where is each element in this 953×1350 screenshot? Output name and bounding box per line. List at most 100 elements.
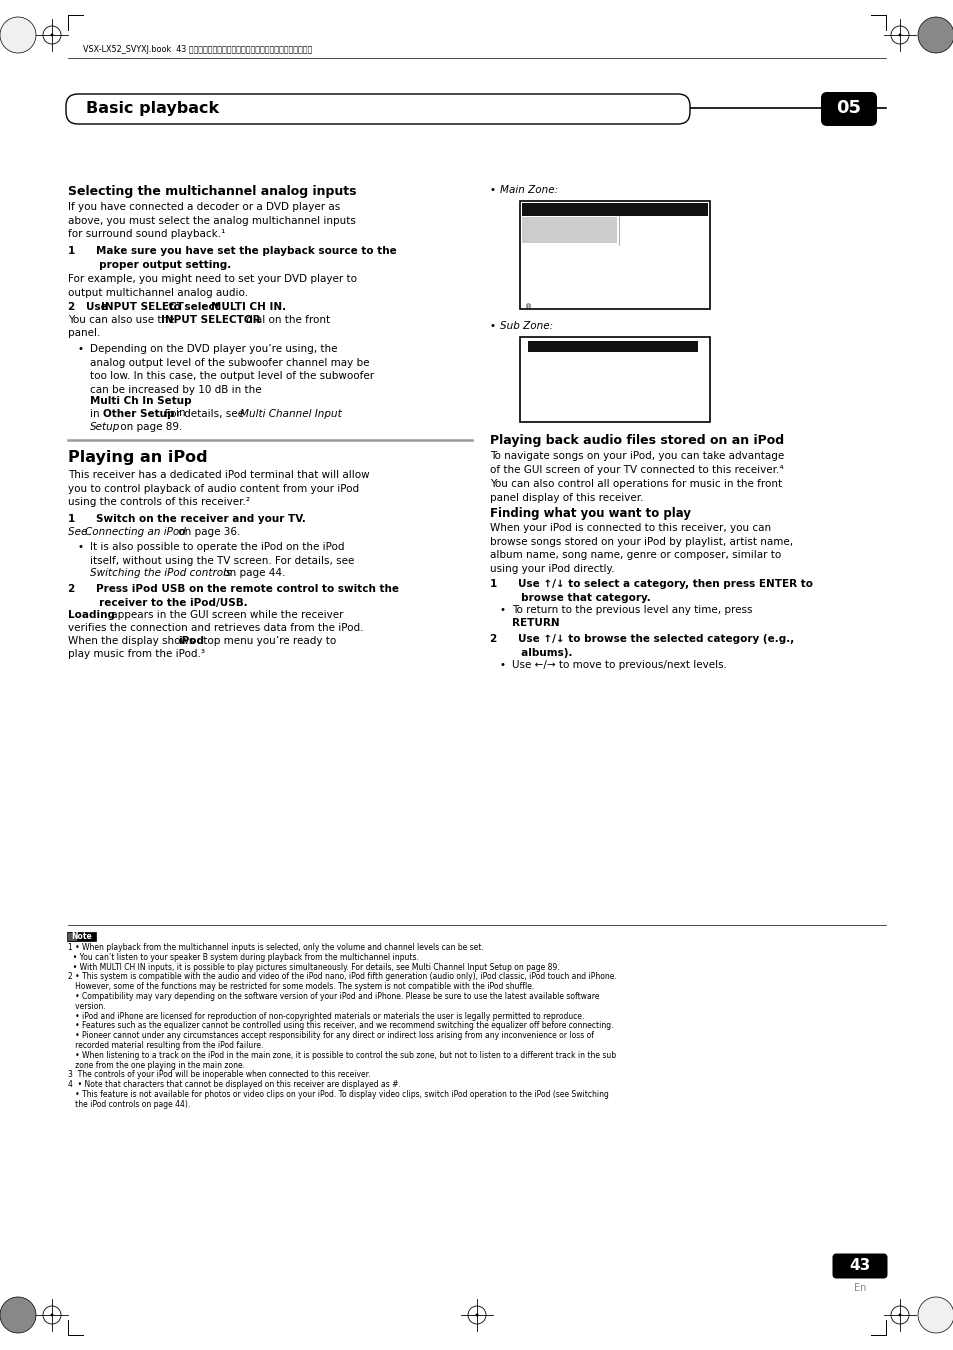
Text: When the display shows: When the display shows bbox=[68, 636, 197, 647]
Text: 4  • Note that characters that cannot be displayed on this receiver are displaye: 4 • Note that characters that cannot be … bbox=[68, 1080, 400, 1089]
Circle shape bbox=[0, 18, 36, 53]
Text: version.: version. bbox=[68, 1002, 106, 1011]
Text: 2: 2 bbox=[68, 302, 96, 312]
Text: • iPod and iPhone are licensed for reproduction of non-copyrighted materials or : • iPod and iPhone are licensed for repro… bbox=[68, 1011, 584, 1021]
Text: To navigate songs on your iPod, you can take advantage
of the GUI screen of your: To navigate songs on your iPod, you can … bbox=[490, 451, 783, 475]
Text: Multi Channel Input: Multi Channel Input bbox=[240, 409, 341, 418]
Text: • Pioneer cannot under any circumstances accept responsibility for any direct or: • Pioneer cannot under any circumstances… bbox=[68, 1031, 594, 1041]
Text: . For details, see: . For details, see bbox=[158, 409, 247, 418]
Text: 1  Make sure you have set the playback source to the
   proper output setting.: 1 Make sure you have set the playback so… bbox=[68, 246, 396, 270]
FancyBboxPatch shape bbox=[832, 1254, 886, 1278]
Text: on page 36.: on page 36. bbox=[174, 526, 240, 537]
Text: zone from the one playing in the main zone.: zone from the one playing in the main zo… bbox=[68, 1061, 245, 1069]
Text: •: • bbox=[499, 660, 505, 670]
Text: Multi Ch In Setup: Multi Ch In Setup bbox=[90, 396, 192, 406]
Text: Sub Zone:: Sub Zone: bbox=[499, 321, 553, 331]
Text: If you have connected a decoder or a DVD player as
above, you must select the an: If you have connected a decoder or a DVD… bbox=[68, 202, 355, 239]
Text: 43: 43 bbox=[848, 1258, 870, 1273]
Text: in: in bbox=[175, 396, 189, 417]
Text: You can also control all operations for music in the front
panel display of this: You can also control all operations for … bbox=[490, 479, 781, 502]
Bar bbox=[527, 342, 698, 352]
Text: It is also possible to operate the iPod on the iPod
itself, without using the TV: It is also possible to operate the iPod … bbox=[90, 541, 354, 566]
Text: appears in the GUI screen while the receiver: appears in the GUI screen while the rece… bbox=[108, 610, 343, 620]
Text: on page 44.: on page 44. bbox=[220, 568, 285, 578]
Text: •: • bbox=[78, 541, 84, 552]
Text: 1  Use ↑/↓ to select a category, then press ENTER to
   browse that category.: 1 Use ↑/↓ to select a category, then pre… bbox=[490, 579, 812, 602]
Text: 1 • When playback from the multichannel inputs is selected, only the volume and : 1 • When playback from the multichannel … bbox=[68, 944, 483, 952]
Text: RETURN: RETURN bbox=[512, 618, 559, 628]
Text: •: • bbox=[78, 344, 84, 354]
Circle shape bbox=[898, 1314, 901, 1316]
Bar bbox=[519, 201, 709, 309]
Text: •: • bbox=[490, 321, 502, 331]
Text: Switching the iPod controls: Switching the iPod controls bbox=[90, 568, 232, 578]
Text: Selecting the multichannel analog inputs: Selecting the multichannel analog inputs bbox=[68, 185, 356, 198]
Text: Finding what you want to play: Finding what you want to play bbox=[490, 508, 690, 520]
Text: En: En bbox=[853, 1282, 865, 1293]
Bar bbox=[68, 931, 96, 941]
Text: When your iPod is connected to this receiver, you can
browse songs stored on you: When your iPod is connected to this rece… bbox=[490, 522, 792, 574]
Circle shape bbox=[475, 1314, 478, 1316]
Text: • Features such as the equalizer cannot be controlled using this receiver, and w: • Features such as the equalizer cannot … bbox=[68, 1022, 613, 1030]
Text: recorded material resulting from the iPod failure.: recorded material resulting from the iPo… bbox=[68, 1041, 263, 1050]
Text: •: • bbox=[490, 185, 502, 194]
Circle shape bbox=[917, 1297, 953, 1332]
Text: Loading: Loading bbox=[68, 610, 115, 620]
Text: Playing back audio files stored on an iPod: Playing back audio files stored on an iP… bbox=[490, 433, 783, 447]
Text: ®: ® bbox=[524, 304, 532, 310]
Text: on page 89.: on page 89. bbox=[117, 423, 182, 432]
Text: Note: Note bbox=[71, 931, 92, 941]
Text: top menu you’re ready to: top menu you’re ready to bbox=[200, 636, 335, 647]
Text: dial on the front: dial on the front bbox=[243, 315, 330, 325]
Text: 2  Use ↑/↓ to browse the selected category (e.g.,
   albums).: 2 Use ↑/↓ to browse the selected categor… bbox=[490, 634, 794, 657]
Circle shape bbox=[0, 1297, 36, 1332]
FancyBboxPatch shape bbox=[821, 92, 876, 126]
Bar bbox=[67, 931, 77, 941]
Text: Playing an iPod: Playing an iPod bbox=[68, 450, 208, 464]
Text: However, some of the functions may be restricted for some models. The system is : However, some of the functions may be re… bbox=[68, 983, 534, 991]
Text: Basic playback: Basic playback bbox=[86, 100, 219, 116]
Text: Depending on the DVD player you’re using, the
analog output level of the subwoof: Depending on the DVD player you’re using… bbox=[90, 344, 374, 394]
Text: 3  The controls of your iPod will be inoperable when connected to this receiver.: 3 The controls of your iPod will be inop… bbox=[68, 1071, 370, 1080]
Text: You can also use the: You can also use the bbox=[68, 315, 177, 325]
Bar bbox=[519, 338, 709, 423]
Circle shape bbox=[898, 34, 901, 36]
Text: to select: to select bbox=[165, 302, 223, 312]
Text: To return to the previous level any time, press: To return to the previous level any time… bbox=[512, 605, 752, 616]
Text: This receiver has a dedicated iPod terminal that will allow
you to control playb: This receiver has a dedicated iPod termi… bbox=[68, 470, 369, 508]
Text: See: See bbox=[68, 526, 91, 537]
Text: • When listening to a track on the iPod in the main zone, it is possible to cont: • When listening to a track on the iPod … bbox=[68, 1050, 616, 1060]
Text: Use: Use bbox=[86, 302, 112, 312]
Text: in: in bbox=[90, 409, 103, 418]
Text: • Compatibility may vary depending on the software version of your iPod and iPho: • Compatibility may vary depending on th… bbox=[68, 992, 598, 1000]
Text: •: • bbox=[499, 605, 505, 616]
Text: Setup: Setup bbox=[90, 423, 120, 432]
Text: 1  Switch on the receiver and your TV.: 1 Switch on the receiver and your TV. bbox=[68, 514, 306, 524]
Text: .: . bbox=[550, 618, 553, 628]
Bar bbox=[521, 202, 707, 216]
Text: • With MULTI CH IN inputs, it is possible to play pictures simultaneously. For d: • With MULTI CH IN inputs, it is possibl… bbox=[68, 963, 559, 972]
Text: For example, you might need to set your DVD player to
output multichannel analog: For example, you might need to set your … bbox=[68, 274, 356, 297]
FancyBboxPatch shape bbox=[66, 95, 689, 124]
Text: play music from the iPod.³: play music from the iPod.³ bbox=[68, 649, 205, 659]
Text: iPod: iPod bbox=[178, 636, 204, 647]
Text: INPUT SELECT: INPUT SELECT bbox=[101, 302, 184, 312]
Text: INPUT SELECTOR: INPUT SELECTOR bbox=[161, 315, 260, 325]
Circle shape bbox=[51, 34, 53, 36]
Text: Main Zone:: Main Zone: bbox=[499, 185, 558, 194]
Text: Other Setup: Other Setup bbox=[103, 409, 174, 418]
Text: verifies the connection and retrieves data from the iPod.: verifies the connection and retrieves da… bbox=[68, 622, 363, 633]
Text: the iPod controls on page 44).: the iPod controls on page 44). bbox=[68, 1100, 190, 1108]
Text: 2  Press iPod USB on the remote control to switch the
   receiver to the iPod/US: 2 Press iPod USB on the remote control t… bbox=[68, 585, 398, 608]
Text: Connecting an iPod: Connecting an iPod bbox=[85, 526, 186, 537]
Text: Use ←/→ to move to previous/next levels.: Use ←/→ to move to previous/next levels. bbox=[512, 660, 726, 670]
Text: 05: 05 bbox=[836, 99, 861, 117]
Text: • You can’t listen to your speaker B system during playback from the multichanne: • You can’t listen to your speaker B sys… bbox=[68, 953, 418, 961]
Text: • This feature is not available for photos or video clips on your iPod. To displ: • This feature is not available for phot… bbox=[68, 1089, 608, 1099]
Bar bbox=[521, 217, 617, 243]
Text: VSX-LX52_SVYXJ.book  43 ページ　２００９年２月２６日　木曜日　午後４時３１分: VSX-LX52_SVYXJ.book 43 ページ ２００９年２月２６日 木曜… bbox=[83, 46, 312, 54]
Circle shape bbox=[917, 18, 953, 53]
Text: panel.: panel. bbox=[68, 328, 100, 338]
Text: 2 • This system is compatible with the audio and video of the iPod nano, iPod fi: 2 • This system is compatible with the a… bbox=[68, 972, 616, 981]
Text: MULTI CH IN.: MULTI CH IN. bbox=[211, 302, 286, 312]
